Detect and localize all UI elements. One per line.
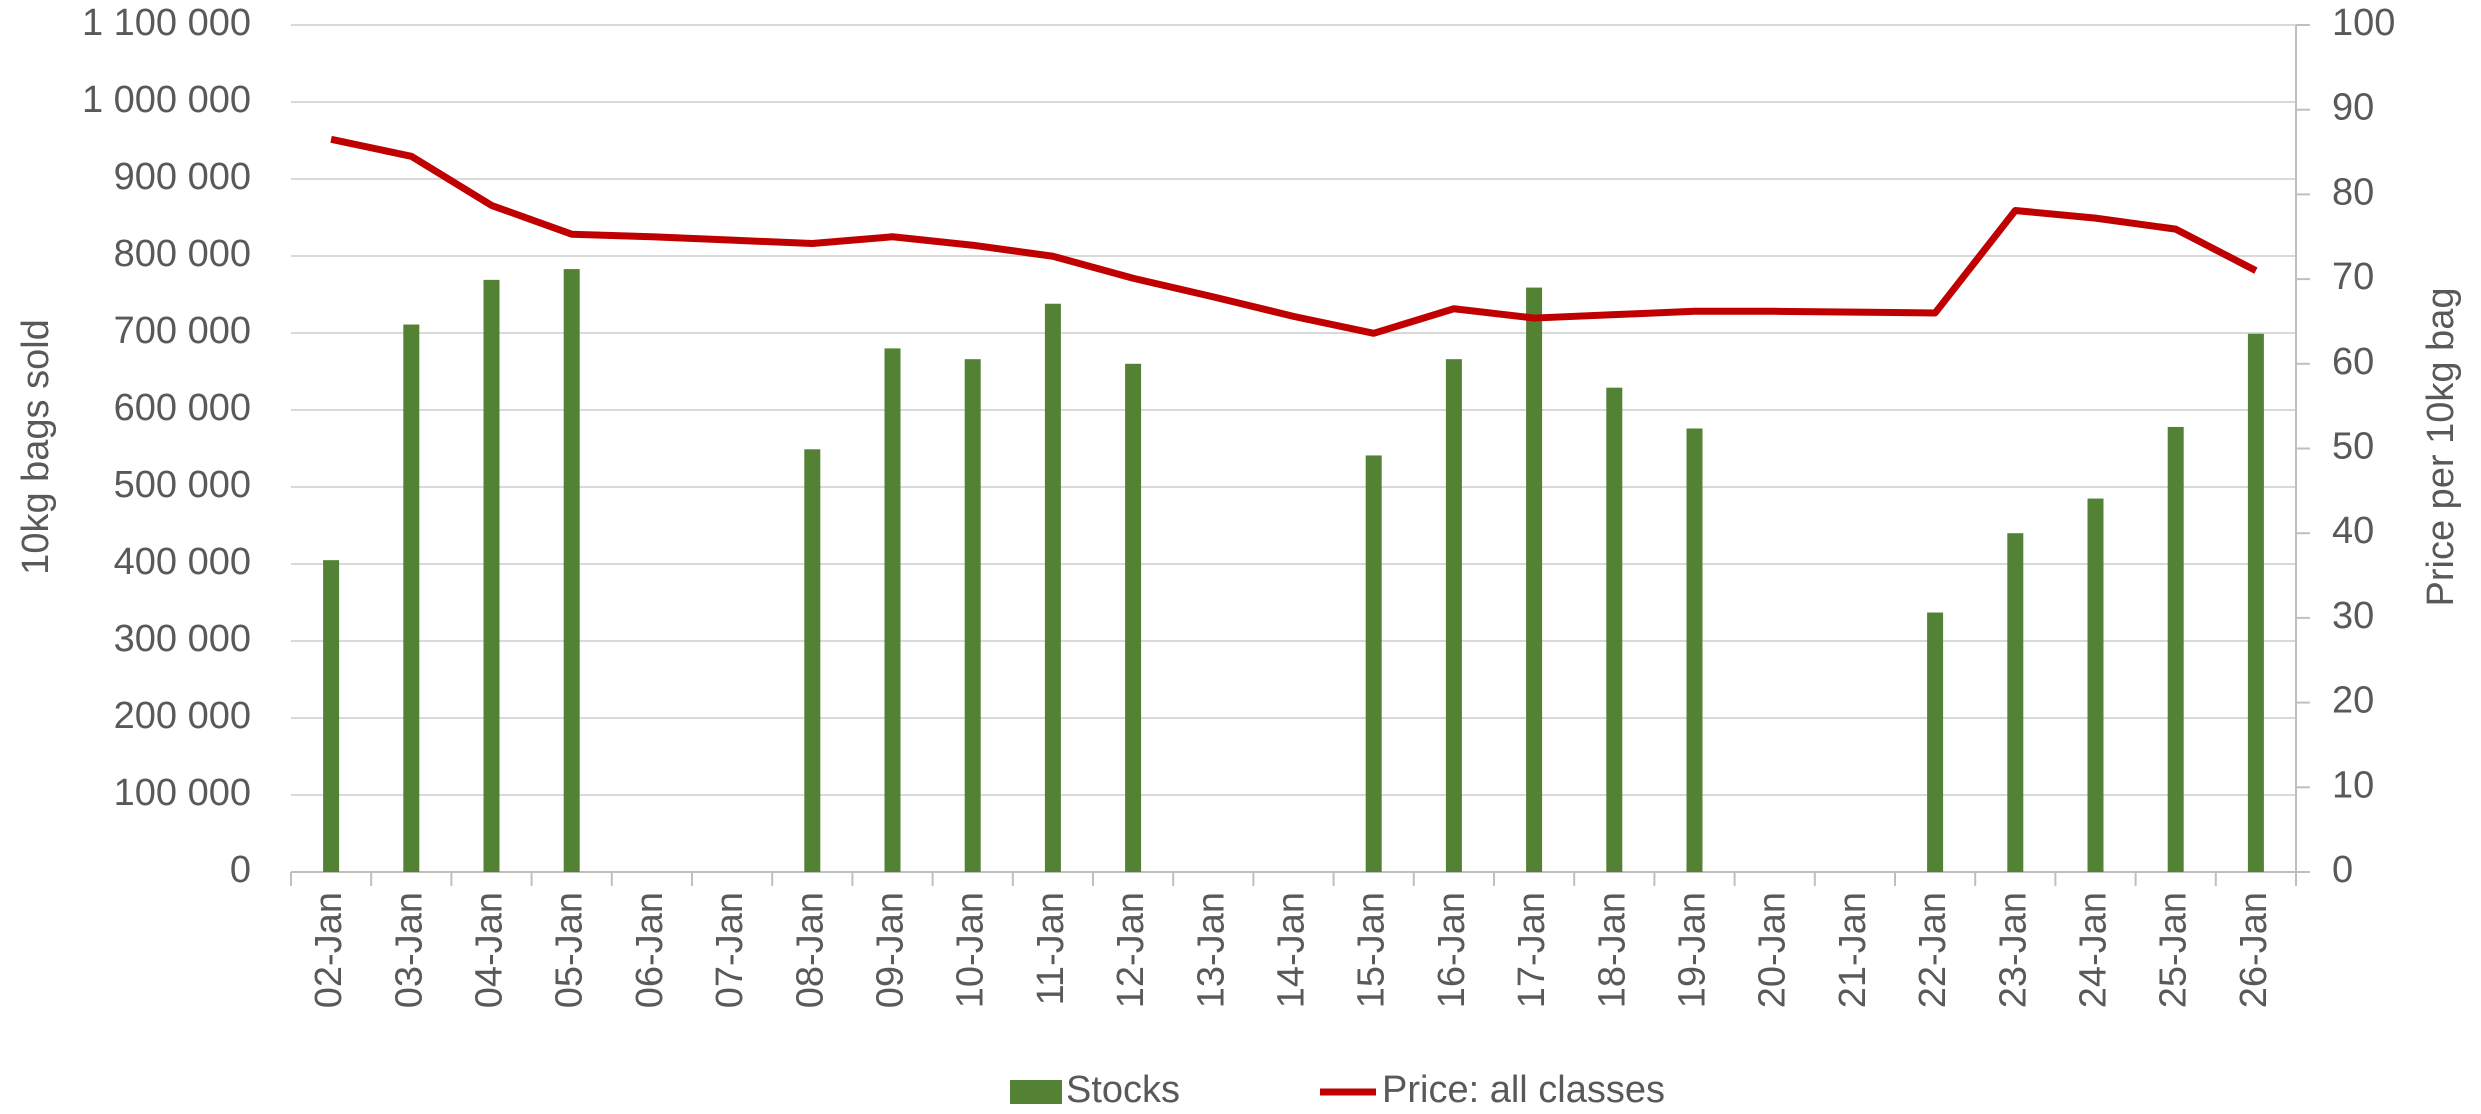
y2-tick-label: 90 — [2332, 87, 2374, 129]
y-tick-label: 800 000 — [114, 233, 251, 275]
y-tick-label: 100 000 — [114, 772, 251, 814]
x-tick-label: 25-Jan — [2153, 892, 2195, 1008]
y-tick-label: 0 — [230, 849, 251, 891]
y2-tick-label: 20 — [2332, 680, 2374, 722]
x-tick-label: 09-Jan — [870, 892, 912, 1008]
bar — [1606, 387, 1623, 872]
bar — [2007, 533, 2024, 872]
bar — [1445, 359, 1462, 872]
legend-label: Price: all classes — [1382, 1069, 1665, 1111]
x-tick-label: 24-Jan — [2073, 892, 2115, 1008]
bar — [1125, 363, 1142, 872]
bar — [1526, 287, 1543, 872]
x-tick-label: 05-Jan — [549, 892, 591, 1008]
x-tick-label: 18-Jan — [1591, 892, 1633, 1008]
y2-tick-label: 10 — [2332, 764, 2374, 806]
y-tick-label: 700 000 — [114, 310, 251, 352]
line — [330, 135, 2258, 337]
bar — [804, 449, 821, 872]
x-tick-label: 17-Jan — [1511, 892, 1553, 1008]
bar — [323, 560, 340, 872]
y-tick-label: 200 000 — [114, 695, 251, 737]
x-tick-label: 03-Jan — [388, 892, 430, 1008]
bar — [884, 348, 901, 872]
x-tick-label: 07-Jan — [709, 892, 751, 1008]
x-tick-label: 26-Jan — [2233, 892, 2275, 1008]
y2-tick-label: 70 — [2332, 256, 2374, 298]
x-tick-label: 06-Jan — [629, 892, 671, 1008]
y2-tick-label: 40 — [2332, 510, 2374, 552]
bar — [964, 359, 981, 872]
y-tick-label: 1 000 000 — [82, 79, 251, 121]
bar — [1365, 455, 1382, 872]
y2-tick-label: 30 — [2332, 595, 2374, 637]
bar — [2087, 498, 2104, 872]
legend-swatch — [1010, 1080, 1062, 1104]
bar — [403, 324, 420, 872]
y2-tick-label: 0 — [2332, 849, 2353, 891]
x-tick-label: 23-Jan — [1992, 892, 2034, 1008]
y-tick-label: 400 000 — [114, 541, 251, 583]
x-tick-label: 13-Jan — [1190, 892, 1232, 1008]
y2-tick-label: 60 — [2332, 341, 2374, 383]
y-tick-label: 900 000 — [114, 156, 251, 198]
bar — [1686, 428, 1703, 872]
y2-tick-label: 50 — [2332, 426, 2374, 468]
y2-axis-title: Price per 10kg bag — [2420, 288, 2462, 607]
bar — [1927, 612, 1944, 872]
x-tick-label: 12-Jan — [1110, 892, 1152, 1008]
bar — [2247, 333, 2264, 872]
y-tick-label: 1 100 000 — [82, 2, 251, 44]
bar — [1044, 303, 1061, 872]
y-tick-label: 600 000 — [114, 387, 251, 429]
x-tick-label: 02-Jan — [308, 892, 350, 1008]
x-tick-label: 08-Jan — [789, 892, 831, 1008]
y2-tick-label: 80 — [2332, 171, 2374, 213]
y-tick-label: 500 000 — [114, 464, 251, 506]
x-tick-label: 04-Jan — [469, 892, 511, 1008]
y-axis-title: 10kg bags sold — [15, 319, 57, 575]
y-tick-label: 300 000 — [114, 618, 251, 660]
bar — [563, 269, 580, 873]
x-tick-label: 21-Jan — [1832, 892, 1874, 1008]
x-tick-label: 20-Jan — [1752, 892, 1794, 1008]
y2-tick-label: 100 — [2332, 2, 2395, 44]
x-tick-label: 15-Jan — [1351, 892, 1393, 1008]
x-tick-label: 10-Jan — [950, 892, 992, 1008]
x-tick-label: 22-Jan — [1912, 892, 1954, 1008]
x-tick-label: 19-Jan — [1672, 892, 1714, 1008]
bar — [2167, 426, 2184, 872]
legend-label: Stocks — [1066, 1069, 1180, 1111]
x-tick-label: 11-Jan — [1030, 892, 1072, 1005]
bar — [483, 279, 500, 872]
x-tick-label: 16-Jan — [1431, 892, 1473, 1008]
x-tick-label: 14-Jan — [1271, 892, 1313, 1008]
